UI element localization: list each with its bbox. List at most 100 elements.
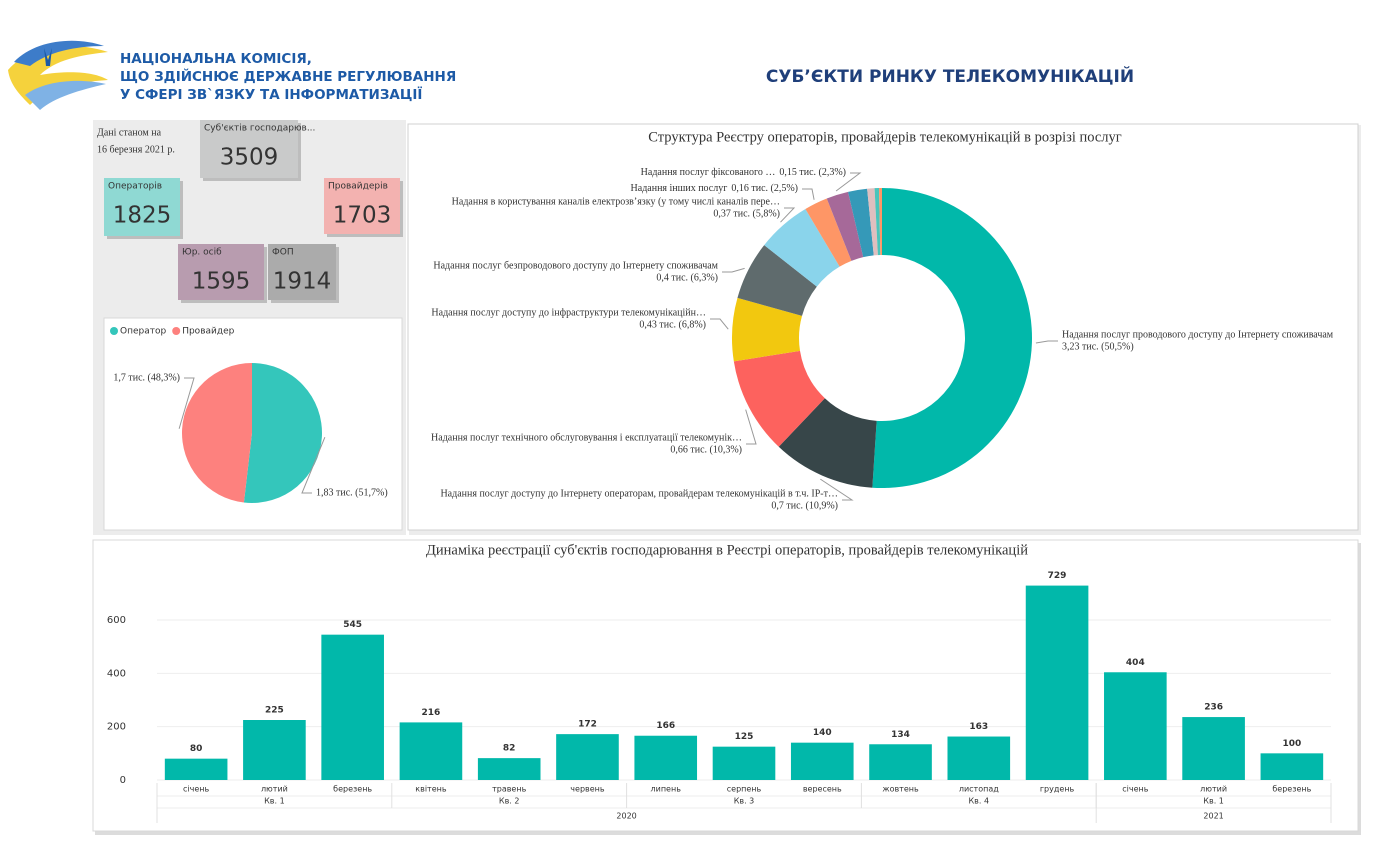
leader-line (1035, 340, 1058, 344)
data-label: 80 (190, 744, 203, 754)
donut-slice (867, 188, 878, 256)
x-tick-label: жовтень (882, 785, 919, 794)
category-label: Надання послуг безпроводового доступу до… (433, 260, 718, 271)
x-tick-label: листопад (959, 785, 999, 794)
data-label: 216 (422, 708, 441, 718)
x-tick-label: грудень (1040, 785, 1075, 794)
card-value: 1825 (113, 203, 172, 229)
data-label: 236 (1204, 703, 1223, 713)
y-tick-label: 200 (107, 722, 126, 733)
leader-line (820, 478, 854, 501)
donut-slice (826, 191, 864, 261)
card-label: Операторів (108, 182, 162, 192)
y-tick-label: 400 (107, 668, 126, 679)
donut-slice (879, 188, 882, 256)
quarters-label: Кв. 1 (264, 797, 285, 806)
org-name: У СФЕРІ ЗВ`ЯЗКУ ТА ІНФОРМАТИЗАЦІЇ (120, 86, 422, 103)
donut-slice (874, 188, 881, 256)
x-tick-label: січень (1122, 785, 1149, 794)
x-tick-label: травень (492, 785, 527, 794)
leader-line (710, 318, 729, 330)
pie-slice (243, 363, 322, 503)
card-label: Провайдерів (328, 182, 388, 192)
value-label: 0,43 тис. (6,8%) (639, 319, 706, 330)
years-label: 2021 (1203, 812, 1223, 821)
org-name: ЩО ЗДІЙСНЮЄ ДЕРЖАВНЕ РЕГУЛЮВАННЯ (120, 68, 456, 85)
card-label: Юр. осіб (182, 248, 222, 258)
bar (477, 758, 541, 780)
x-tick-label: лютий (261, 785, 288, 794)
data-label: Надання інших послуг 0,16 тис. (2,5%) (631, 183, 798, 194)
donut-slice (805, 198, 852, 267)
value-label: 0,15 тис. (2,3%) (779, 167, 846, 178)
x-tick-label: липень (651, 785, 682, 794)
category-label: Надання послуг доступу до Інтернету опер… (440, 488, 838, 499)
chart-title: Структура Реєстру операторів, провайдері… (648, 129, 1122, 145)
legend-swatch (172, 327, 181, 335)
legend-label: Провайдер (182, 327, 234, 337)
bar (1182, 717, 1245, 780)
x-tick-label: березень (1272, 785, 1311, 794)
category-label: Надання послуг технічного обслуговування… (431, 432, 742, 443)
x-tick-label: березень (333, 785, 372, 794)
legend-swatch (110, 327, 118, 335)
donut-slice (848, 188, 874, 258)
bar (243, 720, 306, 780)
card (178, 244, 264, 300)
bar (556, 734, 619, 780)
quarters-label: Кв. 4 (969, 797, 990, 806)
bar (1025, 585, 1089, 780)
date-note: Дані станом на (97, 127, 162, 138)
category-label: Надання в користування каналів електрозв… (452, 196, 780, 207)
donut-slice (737, 245, 817, 316)
leader-line (835, 172, 862, 192)
leader-line (722, 267, 745, 273)
category-label: Надання послуг фіксованого … (641, 167, 776, 178)
card-value: 1703 (333, 203, 392, 229)
card-label: ФОП (272, 248, 294, 258)
data-label: 172 (578, 720, 597, 730)
card-label: Суб'єктів господарюв... (204, 124, 315, 134)
donut-slice (872, 188, 1032, 488)
bar (399, 722, 463, 780)
data-label: 125 (735, 732, 754, 742)
page-title: СУБ’ЄКТИ РИНКУ ТЕЛЕКОМУНІКАЦІЙ (766, 65, 1134, 87)
date-note: 16 березня 2021 р. (97, 144, 175, 155)
leader-line (802, 188, 815, 200)
data-label: 134 (891, 730, 910, 740)
card (200, 120, 298, 178)
data-label: 225 (265, 706, 284, 716)
data-label: 166 (656, 721, 675, 731)
card-value: 1914 (273, 269, 332, 295)
quarters-label: Кв. 3 (734, 797, 755, 806)
org-name: НАЦІОНАЛЬНА КОМІСІЯ, (120, 51, 312, 67)
value-label: 0,37 тис. (5,8%) (713, 208, 780, 219)
value-label: 0,4 тис. (6,3%) (656, 272, 718, 283)
data-label: 140 (813, 728, 832, 738)
bar (1260, 753, 1324, 780)
donut-slice (732, 297, 803, 362)
category-label: Надання інших послуг (631, 183, 728, 194)
category-label: Надання послуг проводового доступу до Ін… (1062, 329, 1334, 340)
card-value: 1595 (192, 269, 251, 295)
years-label: 2020 (616, 812, 636, 821)
bar (164, 758, 228, 780)
data-label: 404 (1126, 658, 1145, 668)
data-label: 163 (969, 722, 988, 732)
data-label: 545 (343, 620, 362, 630)
logo-shape (25, 80, 106, 110)
card (324, 178, 400, 234)
x-tick-label: січень (183, 785, 210, 794)
donut-slice (778, 398, 877, 488)
data-label: Надання послуг фіксованого … 0,15 тис. (2… (641, 167, 846, 178)
y-tick-label: 0 (120, 775, 126, 786)
leader-line (745, 409, 757, 445)
leader-line (780, 207, 796, 223)
data-label: 100 (1282, 739, 1301, 749)
donut-slice (733, 350, 825, 447)
data-label: 1,83 тис. (51,7%) (316, 487, 388, 498)
bar (1104, 672, 1167, 780)
value-label: 0,66 тис. (10,3%) (670, 444, 742, 455)
category-label: Надання послуг доступу до інфраструктури… (431, 307, 706, 318)
